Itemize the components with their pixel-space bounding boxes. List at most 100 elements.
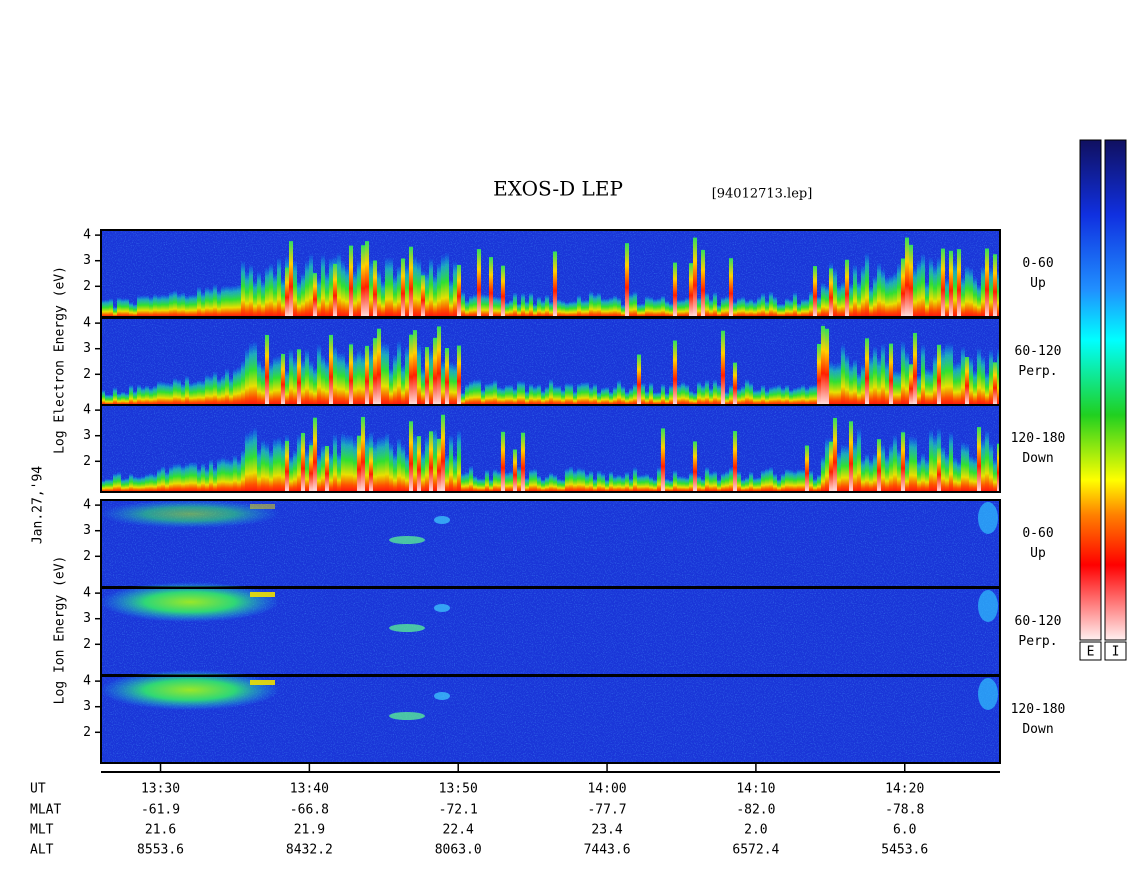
- spectrum-column: [625, 391, 629, 405]
- spectrum-column: [797, 469, 801, 492]
- spectrum-column: [773, 473, 777, 492]
- spectrum-column: [681, 381, 685, 405]
- spectrum-column: [573, 391, 577, 405]
- spectrum-column: [277, 257, 281, 317]
- spectrum-column: [269, 362, 273, 405]
- spectrum-column: [153, 474, 157, 492]
- spectrum-column: [585, 473, 589, 492]
- spectrum-column: [633, 291, 637, 317]
- spectrum-column: [761, 470, 765, 492]
- spectrum-column: [833, 268, 837, 317]
- spectrum-column: [149, 473, 153, 492]
- spike: [937, 448, 941, 492]
- spectrum-column: [945, 453, 949, 492]
- spectrum-column: [209, 375, 213, 405]
- spectrum-column: [485, 469, 489, 492]
- spike: [637, 354, 641, 405]
- file-label: [94012713.lep]: [712, 187, 813, 202]
- spectrum-column: [525, 391, 529, 405]
- spectrum-column: [461, 291, 465, 317]
- spectrum-column: [801, 469, 805, 492]
- spike: [985, 248, 989, 317]
- spectrum-column: [669, 384, 673, 405]
- spectrum-column: [257, 359, 261, 405]
- spectrum-column: [401, 444, 405, 492]
- color-bar-label: I: [1112, 645, 1120, 660]
- spectrum-column: [953, 260, 957, 317]
- spectrum-column: [793, 387, 797, 405]
- spectrum-column: [273, 438, 277, 492]
- spectrum-column: [453, 455, 457, 492]
- panel-direction: Up: [1030, 276, 1046, 291]
- spike: [913, 332, 917, 405]
- spectrum-column: [177, 463, 181, 492]
- spectrum-column: [569, 466, 573, 492]
- spike: [329, 334, 333, 405]
- spectrum-column: [189, 461, 193, 492]
- spectrum-column: [825, 285, 829, 317]
- ion-blob: [100, 582, 280, 622]
- panel-angle: 60-120: [1015, 614, 1062, 629]
- spectrum-column: [837, 362, 841, 405]
- spectrum-column: [449, 279, 453, 317]
- spike: [401, 258, 405, 317]
- spectrum-column: [397, 265, 401, 317]
- spike: [425, 347, 429, 405]
- spectrum-column: [557, 478, 561, 492]
- spectrum-column: [209, 459, 213, 492]
- spectrum-column: [817, 296, 821, 317]
- spectrum-column: [117, 393, 121, 405]
- spectrum-column: [789, 389, 793, 405]
- spectrum-column: [593, 478, 597, 492]
- spectrum-column: [489, 382, 493, 405]
- spectrum-column: [761, 384, 765, 405]
- spectrum-column: [929, 257, 933, 317]
- spectrum-column: [345, 434, 349, 492]
- spectrum-column: [133, 391, 137, 405]
- y-tick-label: 2: [83, 637, 91, 652]
- spectrum-column: [137, 477, 141, 492]
- spike: [437, 326, 441, 405]
- spectrum-column: [121, 391, 125, 405]
- spike: [501, 265, 505, 317]
- panel-angle: 120-180: [1011, 702, 1066, 717]
- ion-band: [250, 680, 275, 685]
- spectrum-column: [121, 478, 125, 492]
- spectrum-column: [721, 472, 725, 492]
- spectrum-column: [213, 284, 217, 317]
- spectrum-column: [153, 294, 157, 317]
- spectrum-column: [445, 454, 449, 492]
- spectrum-column: [193, 294, 197, 317]
- spectrum-column: [605, 479, 609, 492]
- spike: [693, 237, 697, 317]
- spectrum-column: [953, 457, 957, 492]
- spectrum-column: [381, 281, 385, 317]
- spectrum-column: [377, 436, 381, 492]
- spectrum-column: [885, 455, 889, 492]
- plot-area: [100, 229, 1001, 764]
- spectrum-column: [641, 474, 645, 492]
- spectrum-column: [393, 453, 397, 492]
- spike: [909, 244, 913, 317]
- spectrum-column: [789, 299, 793, 317]
- spectrum-column: [309, 253, 313, 317]
- y-tick-label: 4: [83, 228, 91, 243]
- spike: [733, 431, 737, 492]
- spike: [365, 345, 369, 405]
- y-tick-label: 2: [83, 279, 91, 294]
- spectrum-column: [201, 462, 205, 492]
- spectrum-column: [233, 454, 237, 492]
- spectrum-column: [417, 344, 421, 405]
- spectrum-column: [125, 393, 129, 405]
- spectrum-column: [405, 454, 409, 492]
- spectrum-column: [881, 443, 885, 492]
- spectrum-column: [333, 433, 337, 492]
- spectrum-column: [641, 303, 645, 317]
- spectrum-column: [465, 300, 469, 317]
- spectrum-column: [129, 473, 133, 492]
- spectrum-column: [145, 295, 149, 317]
- spectrum-column: [537, 296, 541, 317]
- spectrum-column: [161, 381, 165, 405]
- spectrum-column: [397, 340, 401, 405]
- spectrum-column: [125, 298, 129, 317]
